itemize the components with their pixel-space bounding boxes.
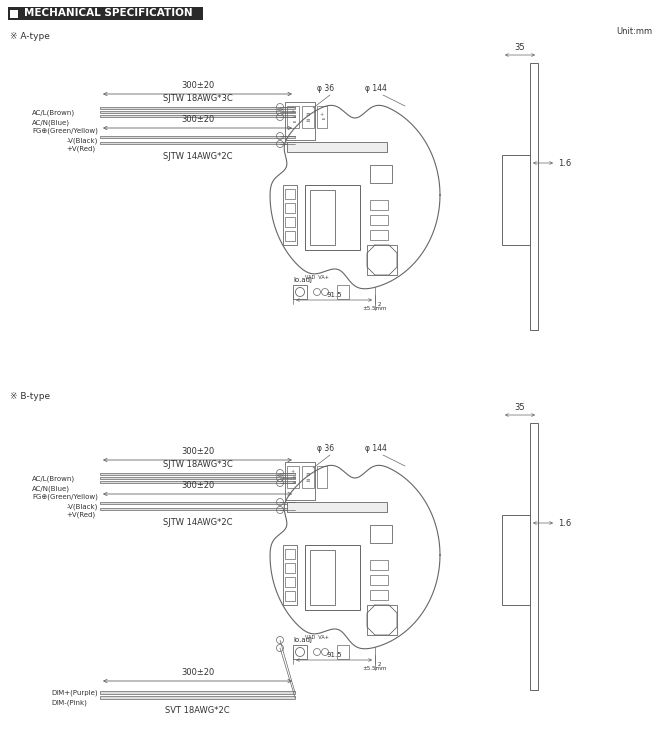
Bar xyxy=(285,549,295,559)
Text: +
═: + ═ xyxy=(320,112,324,122)
Bar xyxy=(530,63,538,330)
Text: 1.6: 1.6 xyxy=(558,159,572,168)
Bar xyxy=(8,7,203,20)
Bar xyxy=(285,591,295,601)
Text: Io.adj: Io.adj xyxy=(293,277,312,283)
Text: 35: 35 xyxy=(515,403,525,412)
Bar xyxy=(100,502,295,504)
Text: φ 36: φ 36 xyxy=(317,444,334,453)
Bar xyxy=(367,245,397,275)
Text: 91.5: 91.5 xyxy=(326,292,342,298)
Text: SJTW 14AWG*2C: SJTW 14AWG*2C xyxy=(163,152,232,161)
Bar xyxy=(337,285,349,299)
Text: 300±20: 300±20 xyxy=(181,447,214,456)
Bar xyxy=(370,525,392,543)
Bar xyxy=(305,185,360,250)
Bar xyxy=(310,190,335,245)
Text: 300±20: 300±20 xyxy=(181,115,214,124)
Bar xyxy=(370,230,388,240)
Text: 35: 35 xyxy=(515,43,525,52)
Bar xyxy=(310,550,335,605)
Text: -V(Black)
+V(Red): -V(Black) +V(Red) xyxy=(66,503,98,518)
Text: φ 144: φ 144 xyxy=(365,84,387,93)
Bar xyxy=(285,203,295,213)
Text: SJTW 18AWG*3C: SJTW 18AWG*3C xyxy=(163,94,232,103)
Bar xyxy=(100,107,295,109)
Text: SJTW 14AWG*2C: SJTW 14AWG*2C xyxy=(163,518,232,527)
Bar xyxy=(502,515,530,605)
Text: 2: 2 xyxy=(378,302,381,307)
Bar xyxy=(285,563,295,573)
Bar xyxy=(10,10,18,17)
Text: +
═
═: + ═ ═ xyxy=(291,109,295,125)
Bar xyxy=(285,217,295,227)
Bar xyxy=(285,231,295,241)
Text: SJTW 18AWG*3C: SJTW 18AWG*3C xyxy=(163,460,232,469)
Text: VAD  VA+: VAD VA+ xyxy=(305,635,329,640)
Text: 300±20: 300±20 xyxy=(181,668,214,677)
Text: φ 36: φ 36 xyxy=(317,84,334,93)
Bar xyxy=(100,115,295,117)
Bar xyxy=(100,142,295,145)
Text: ※ B-type: ※ B-type xyxy=(10,392,50,401)
Text: AC/L(Brown)
AC/N(Blue)
FG⊕(Green/Yellow): AC/L(Brown) AC/N(Blue) FG⊕(Green/Yellow) xyxy=(32,110,98,135)
Text: 300±20: 300±20 xyxy=(181,481,214,490)
Text: ※ A-type: ※ A-type xyxy=(10,32,50,41)
Text: 2: 2 xyxy=(378,662,381,667)
Bar xyxy=(370,575,388,585)
Bar xyxy=(100,697,295,699)
Text: ±5.5mm: ±5.5mm xyxy=(362,666,387,671)
Text: 300±20: 300±20 xyxy=(181,81,214,90)
Bar xyxy=(502,155,530,245)
Bar xyxy=(287,502,387,512)
Text: φ 144: φ 144 xyxy=(365,444,387,453)
Bar xyxy=(317,466,327,488)
Bar xyxy=(370,215,388,225)
Bar xyxy=(370,590,388,600)
Bar xyxy=(100,111,295,113)
Text: 91.5: 91.5 xyxy=(326,652,342,658)
Bar xyxy=(302,106,314,128)
Bar xyxy=(287,142,387,152)
Bar xyxy=(530,423,538,690)
Text: 1.6: 1.6 xyxy=(558,518,572,527)
Bar xyxy=(283,185,297,245)
Text: Io.adj: Io.adj xyxy=(293,637,312,643)
Bar xyxy=(283,545,297,605)
Bar xyxy=(285,189,295,199)
Bar xyxy=(100,508,295,510)
Bar xyxy=(367,605,397,635)
Bar xyxy=(302,466,314,488)
Text: AC/L(Brown)
AC/N(Blue)
FG⊕(Green/Yellow): AC/L(Brown) AC/N(Blue) FG⊕(Green/Yellow) xyxy=(32,476,98,500)
Bar xyxy=(100,136,295,139)
Bar xyxy=(370,560,388,570)
Bar xyxy=(285,462,315,500)
Bar xyxy=(100,473,295,475)
Bar xyxy=(370,200,388,210)
Text: ≡
≡: ≡ ≡ xyxy=(306,112,310,122)
Bar xyxy=(305,545,360,610)
Text: VAD  VA+: VAD VA+ xyxy=(305,275,329,280)
Bar xyxy=(317,106,327,128)
Bar xyxy=(285,102,315,140)
Bar xyxy=(370,165,392,183)
Text: -V(Black)
+V(Red): -V(Black) +V(Red) xyxy=(66,137,98,153)
Text: MECHANICAL SPECIFICATION: MECHANICAL SPECIFICATION xyxy=(24,8,193,19)
Bar xyxy=(100,691,295,694)
Text: Unit:mm: Unit:mm xyxy=(616,27,652,36)
Bar xyxy=(100,477,295,479)
Bar xyxy=(293,645,307,659)
Bar xyxy=(285,577,295,587)
Bar xyxy=(287,106,299,128)
Text: +
═
═: + ═ ═ xyxy=(291,469,295,485)
Text: SVT 18AWG*2C: SVT 18AWG*2C xyxy=(165,706,230,715)
Text: DIM+(Purple)
DIM-(Pink): DIM+(Purple) DIM-(Pink) xyxy=(52,690,98,706)
Text: ≡
≡: ≡ ≡ xyxy=(306,472,310,482)
Text: ±5.5mm: ±5.5mm xyxy=(362,306,387,311)
Bar xyxy=(337,645,349,659)
Bar xyxy=(293,285,307,299)
Bar xyxy=(100,481,295,483)
Bar xyxy=(287,466,299,488)
